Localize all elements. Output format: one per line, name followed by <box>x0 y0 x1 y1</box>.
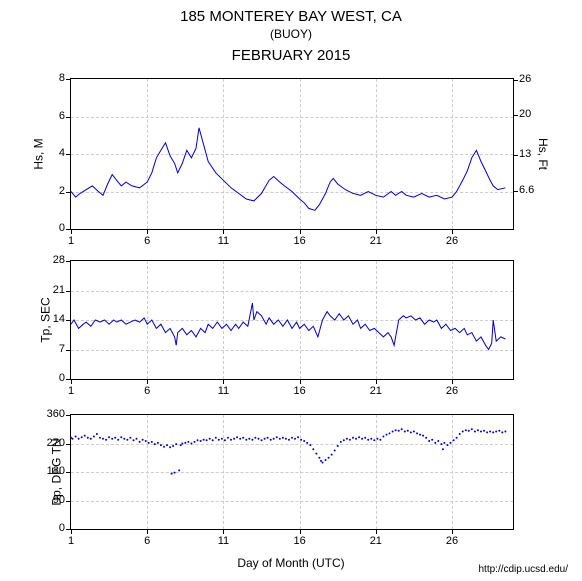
tickmark <box>300 229 301 234</box>
y-axis-label: Dp, DEG TN <box>50 438 64 505</box>
tickmark <box>452 229 453 234</box>
ytick-label: 7 <box>40 343 65 355</box>
ytick-right-label: 26 <box>519 73 531 85</box>
tickmark <box>300 379 301 384</box>
chart-month: FEBRUARY 2015 <box>0 47 582 64</box>
tickmark <box>71 379 72 384</box>
ytick-label: 21 <box>40 284 65 296</box>
ytick-right-label: 20 <box>519 108 531 120</box>
xtick-label: 16 <box>290 535 310 547</box>
tickmark <box>223 379 224 384</box>
xtick-label: 16 <box>290 385 310 397</box>
tickmark <box>66 529 71 530</box>
tickmark <box>452 379 453 384</box>
y-axis-label-right: Hs, Ft <box>536 138 550 170</box>
tickmark <box>223 529 224 534</box>
xtick-label: 6 <box>137 235 157 247</box>
ytick-label: 8 <box>40 72 65 84</box>
ytick-label: 2 <box>40 185 65 197</box>
xtick-label: 11 <box>213 385 233 397</box>
ytick-label: 0 <box>40 222 65 234</box>
chart-panel: 1611162126090180270360Dp, DEG TN <box>70 414 514 530</box>
xtick-label: 21 <box>366 385 386 397</box>
y-axis-label: Hs, M <box>32 138 46 169</box>
ytick-label: 0 <box>40 372 65 384</box>
xtick-label: 6 <box>137 535 157 547</box>
xtick-label: 1 <box>61 385 81 397</box>
xtick-label: 26 <box>442 385 462 397</box>
tickmark <box>223 229 224 234</box>
ytick-label: 28 <box>40 254 65 266</box>
ytick-right-label: 6.6 <box>519 184 534 196</box>
tickmark <box>147 229 148 234</box>
tickmark <box>71 229 72 234</box>
data-trace <box>71 261 513 379</box>
x-axis-label: Day of Month (UTC) <box>70 556 512 570</box>
tickmark <box>513 115 518 116</box>
tickmark <box>66 379 71 380</box>
chart-subtitle: (BUOY) <box>0 27 582 41</box>
tickmark <box>376 529 377 534</box>
tickmark <box>300 529 301 534</box>
tickmark <box>376 379 377 384</box>
buoy-chart: 185 MONTEREY BAY WEST, CA (BUOY) FEBRUAR… <box>0 0 582 581</box>
tickmark <box>71 529 72 534</box>
xtick-label: 26 <box>442 535 462 547</box>
ytick-right-label: 13 <box>519 148 531 160</box>
tickmark <box>513 191 518 192</box>
tickmark <box>66 229 71 230</box>
data-trace <box>71 415 513 529</box>
tickmark <box>452 529 453 534</box>
ytick-label: 6 <box>40 110 65 122</box>
tickmark <box>147 529 148 534</box>
tickmark <box>147 379 148 384</box>
xtick-label: 11 <box>213 535 233 547</box>
xtick-label: 6 <box>137 385 157 397</box>
chart-panel: 161116212607142128Tp, SEC <box>70 260 514 380</box>
xtick-label: 11 <box>213 235 233 247</box>
tickmark <box>513 80 518 81</box>
xtick-label: 16 <box>290 235 310 247</box>
ytick-label: 360 <box>40 408 65 420</box>
chart-title: 185 MONTEREY BAY WEST, CA <box>0 0 582 25</box>
xtick-label: 1 <box>61 235 81 247</box>
ytick-label: 0 <box>40 522 65 534</box>
y-axis-label: Tp, SEC <box>39 297 53 342</box>
tickmark <box>513 155 518 156</box>
chart-panel: 1611162126024686.6132026Hs, MHs, Ft <box>70 78 514 230</box>
xtick-label: 21 <box>366 235 386 247</box>
data-trace <box>71 79 513 229</box>
xtick-label: 26 <box>442 235 462 247</box>
tickmark <box>376 229 377 234</box>
xtick-label: 1 <box>61 535 81 547</box>
xtick-label: 21 <box>366 535 386 547</box>
